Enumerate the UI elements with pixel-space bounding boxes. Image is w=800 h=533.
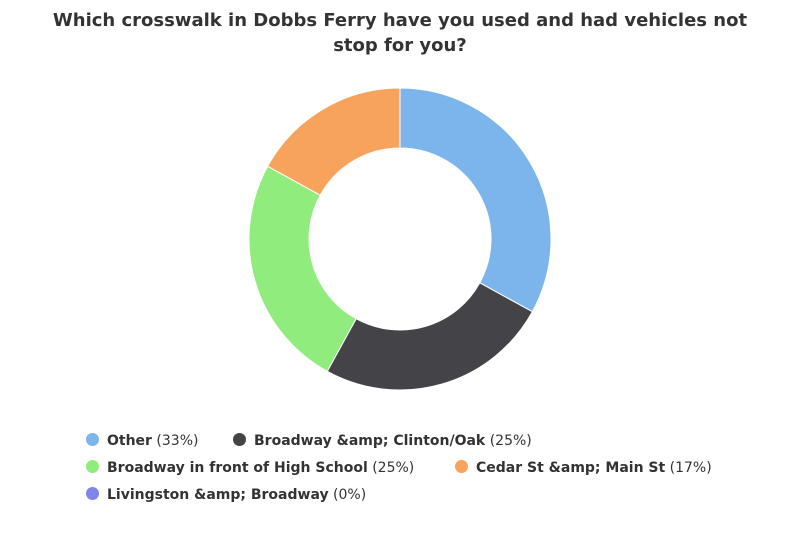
legend-percent: (25%) [489, 433, 532, 449]
legend-label: Cedar St &amp; Main St [476, 460, 666, 476]
legend-item-cedar-main[interactable]: Cedar St &amp; Main St (17%) [455, 458, 712, 478]
donut-chart [248, 87, 552, 391]
legend-dot-broadway-clinton-oak [233, 433, 246, 446]
donut-slice-2[interactable] [248, 165, 357, 373]
legend-label: Livingston &amp; Broadway [107, 487, 329, 503]
legend-label: Broadway in front of High School [107, 460, 368, 476]
donut-slice-3[interactable] [266, 87, 401, 196]
legend-percent: (25%) [372, 460, 415, 476]
donut-slice-0[interactable] [399, 87, 552, 313]
legend-label: Other [107, 433, 152, 449]
legend-dot-livingston-broadway [86, 487, 99, 500]
legend-percent: (17%) [669, 460, 712, 476]
legend-dot-broadway-high-school [86, 460, 99, 473]
chart-title: Which crosswalk in Dobbs Ferry have you … [52, 10, 748, 56]
legend-percent: (0%) [333, 487, 367, 503]
legend-item-livingston-broadway[interactable]: Livingston &amp; Broadway (0%) [86, 485, 366, 505]
legend-dot-cedar-main [455, 460, 468, 473]
legend-percent: (33%) [156, 433, 199, 449]
donut-slice-1[interactable] [326, 282, 534, 391]
legend-item-other[interactable]: Other (33%) [86, 431, 198, 451]
legend-label: Broadway &amp; Clinton/Oak [254, 433, 486, 449]
legend-dot-other [86, 433, 99, 446]
legend-item-broadway-high-school[interactable]: Broadway in front of High School (25%) [86, 458, 414, 478]
legend-item-broadway-clinton-oak[interactable]: Broadway &amp; Clinton/Oak (25%) [233, 431, 532, 451]
